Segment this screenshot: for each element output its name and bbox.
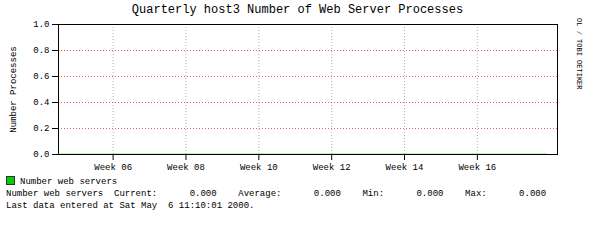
- svg-text:Week 14: Week 14: [386, 163, 424, 173]
- svg-text:0.2: 0.2: [33, 124, 49, 134]
- svg-text:RRDTOOL / TOBI OETIKER: RRDTOOL / TOBI OETIKER: [575, 18, 583, 90]
- svg-text:Week 08: Week 08: [167, 163, 205, 173]
- svg-text:0.0: 0.0: [33, 150, 49, 160]
- svg-text:Week 12: Week 12: [313, 163, 351, 173]
- svg-text:0.6: 0.6: [33, 72, 49, 82]
- html-text:Quarterly host3 Number of Web: Quarterly host3 Number of Web Server Pro…: [131, 3, 464, 17]
- html-text:Number web servers Current: 0.: Number web servers Current: 0.000 Averag…: [6, 189, 547, 199]
- html-text:Last data entered at Sat May 6: Last data entered at Sat May 6 11:10:01 …: [6, 201, 255, 211]
- svg-text:Week 06: Week 06: [94, 163, 132, 173]
- svg-text:0.4: 0.4: [33, 98, 49, 108]
- svg-text:Number Processes: Number Processes: [9, 46, 19, 132]
- svg-text:Week 16: Week 16: [458, 163, 496, 173]
- svg-text:1.0: 1.0: [33, 20, 49, 30]
- svg-text:Week 10: Week 10: [240, 163, 278, 173]
- html-text:Number web servers: Number web servers: [20, 177, 118, 187]
- svg-text:0.8: 0.8: [33, 46, 49, 56]
